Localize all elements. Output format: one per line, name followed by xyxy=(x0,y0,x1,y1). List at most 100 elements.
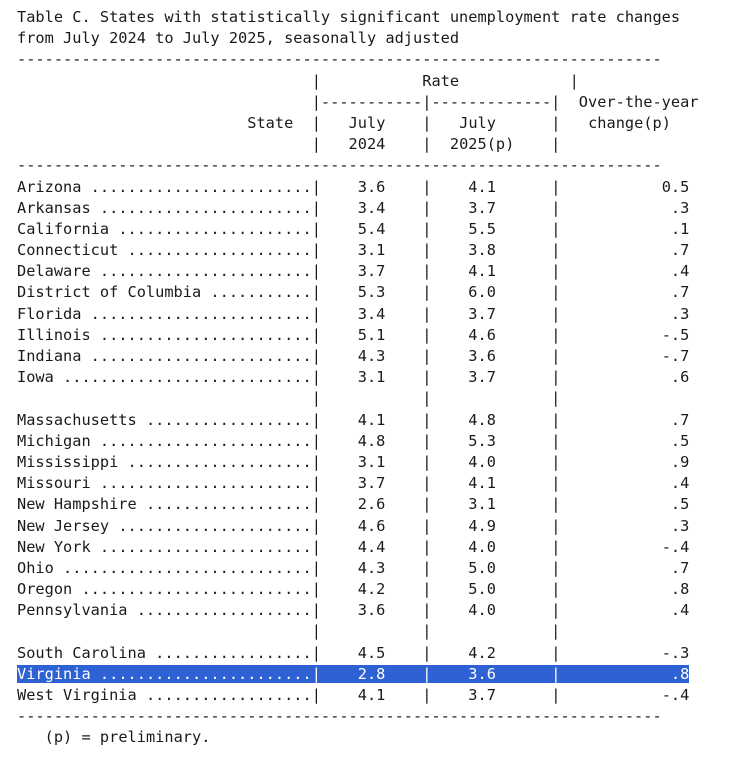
over-the-year-change: -.4 xyxy=(661,537,690,556)
state-name: Arizona xyxy=(17,177,82,196)
rate-2024: 4.2 xyxy=(357,580,386,599)
col-2024-header-l2: 2024 xyxy=(348,135,386,154)
table-row: Missouri .......................| 3.7 | … xyxy=(17,474,690,493)
rate-2025: 3.7 xyxy=(468,686,496,704)
state-name: Connecticut xyxy=(17,241,119,260)
rate-2024: 3.7 xyxy=(357,474,386,493)
rate-2025: 6.0 xyxy=(468,283,496,302)
over-the-year-change: .7 xyxy=(670,283,690,302)
rate-header: Rate xyxy=(422,71,460,90)
rate-2024: 2.8 xyxy=(357,664,386,683)
over-the-year-change: .3 xyxy=(670,516,690,535)
over-the-year-change: .7 xyxy=(670,558,690,577)
over-the-year-change: -.4 xyxy=(661,686,690,704)
over-the-year-change: .3 xyxy=(670,304,690,323)
rate-2025: 4.6 xyxy=(468,325,496,344)
rate-2024: 4.4 xyxy=(357,537,386,556)
over-the-year-change: .5 xyxy=(670,495,690,514)
rate-2025: 4.1 xyxy=(468,474,496,493)
state-name: South Carolina xyxy=(17,643,146,662)
table-row: New Hampshire ..................| 2.6 | … xyxy=(17,495,690,514)
state-name: New York xyxy=(17,537,91,556)
rate-2024: 4.6 xyxy=(357,516,386,535)
over-the-year-change: .6 xyxy=(670,368,690,387)
state-name: Delaware xyxy=(17,262,91,281)
rate-2025: 5.0 xyxy=(468,580,496,599)
over-the-year-change: .4 xyxy=(670,262,690,281)
rate-2024: 4.5 xyxy=(357,643,386,662)
rate-2025: 3.7 xyxy=(468,304,496,323)
over-the-year-change: .8 xyxy=(670,664,690,683)
rate-2025: 3.7 xyxy=(468,368,496,387)
header-line: | Rate | xyxy=(17,71,579,90)
state-name: Michigan xyxy=(17,431,91,450)
state-name: Ohio xyxy=(17,558,54,577)
state-name: New Hampshire xyxy=(17,495,137,514)
change-header-l1: Over-the-year xyxy=(578,92,699,111)
rate-2025: 4.8 xyxy=(468,410,496,429)
rate-2025: 4.0 xyxy=(468,601,496,620)
rule: ----------------------------------------… xyxy=(17,50,662,69)
state-name: New Jersey xyxy=(17,516,110,535)
table-row: Arizona ........................| 3.6 | … xyxy=(17,177,690,196)
rate-2024: 4.8 xyxy=(357,431,386,450)
col-2024-header-l1: July xyxy=(348,113,386,132)
state-name: Missouri xyxy=(17,474,91,493)
table-row: California .....................| 5.4 | … xyxy=(17,219,690,238)
table-row: Pennsylvania ...................| 3.6 | … xyxy=(17,601,690,620)
table-row: Florida ........................| 3.4 | … xyxy=(17,304,690,323)
table-title: Table C. States with statistically signi… xyxy=(17,8,681,26)
rate-2025: 4.1 xyxy=(468,177,496,196)
rate-2024: 2.6 xyxy=(357,495,386,514)
over-the-year-change: .5 xyxy=(670,431,690,450)
table-row: Virginia .......................| 2.8 | … xyxy=(17,664,699,685)
col-2025-header-l2: 2025(p) xyxy=(449,135,515,154)
rate-2024: 3.4 xyxy=(357,304,386,323)
rate-2024: 5.1 xyxy=(357,325,386,344)
state-name: Indiana xyxy=(17,347,82,365)
state-name: Illinois xyxy=(17,325,91,344)
change-header-l2: change(p) xyxy=(588,113,671,132)
state-header: State xyxy=(247,113,294,132)
state-name: District of Columbia xyxy=(17,283,202,302)
title-line: from July 2024 to July 2025, seasonally … xyxy=(17,28,699,49)
over-the-year-change: .7 xyxy=(670,241,690,260)
footnote: (p) = preliminary. xyxy=(44,728,211,747)
table-row: District of Columbia ...........| 5.3 | … xyxy=(17,283,690,302)
rate-2025: 5.0 xyxy=(468,558,496,577)
over-the-year-change: -.3 xyxy=(661,643,690,662)
table-row: Connecticut ....................| 3.1 | … xyxy=(17,241,690,260)
rate-2025: 3.8 xyxy=(468,241,496,260)
rate-2025: 4.0 xyxy=(468,537,496,556)
rate-2025: 3.1 xyxy=(468,495,496,514)
rate-2024: 5.4 xyxy=(357,219,386,238)
rate-2025: 5.5 xyxy=(468,219,496,238)
header-line: | 2024 | 2025(p) | xyxy=(17,135,561,154)
table-row: West Virginia ..................| 4.1 | … xyxy=(17,686,690,704)
rate-2024: 4.1 xyxy=(357,686,386,704)
state-name: Pennsylvania xyxy=(17,601,128,620)
table-row: Mississippi ....................| 3.1 | … xyxy=(17,452,690,471)
rate-2025: 5.3 xyxy=(468,431,496,450)
table-row: Iowa ...........................| 3.1 | … xyxy=(17,368,690,387)
table-subtitle: from July 2024 to July 2025, seasonally … xyxy=(17,29,460,48)
rate-2024: 3.4 xyxy=(357,198,386,217)
footnote-line: (p) = preliminary. xyxy=(17,727,699,748)
rule: ----------------------------------------… xyxy=(17,707,662,726)
rate-2025: 3.6 xyxy=(468,347,496,365)
state-name: Mississippi xyxy=(17,452,119,471)
rate-2024: 5.3 xyxy=(357,283,386,302)
state-name: Oregon xyxy=(17,580,73,599)
table-row: New Jersey .....................| 4.6 | … xyxy=(17,516,690,535)
rule: ----------------------------------------… xyxy=(17,156,662,175)
over-the-year-change: .1 xyxy=(670,219,690,238)
rate-2024: 3.1 xyxy=(357,241,386,260)
table-row: Illinois .......................| 5.1 | … xyxy=(17,325,690,344)
rate-2025: 3.7 xyxy=(468,198,496,217)
rate-2024: 4.3 xyxy=(357,558,386,577)
spacer-line: | | | xyxy=(17,389,561,408)
table-row: Massachusetts ..................| 4.1 | … xyxy=(17,410,690,429)
over-the-year-change: .4 xyxy=(670,601,690,620)
over-the-year-change: .4 xyxy=(670,474,690,493)
table-row: Arkansas .......................| 3.4 | … xyxy=(17,198,690,217)
